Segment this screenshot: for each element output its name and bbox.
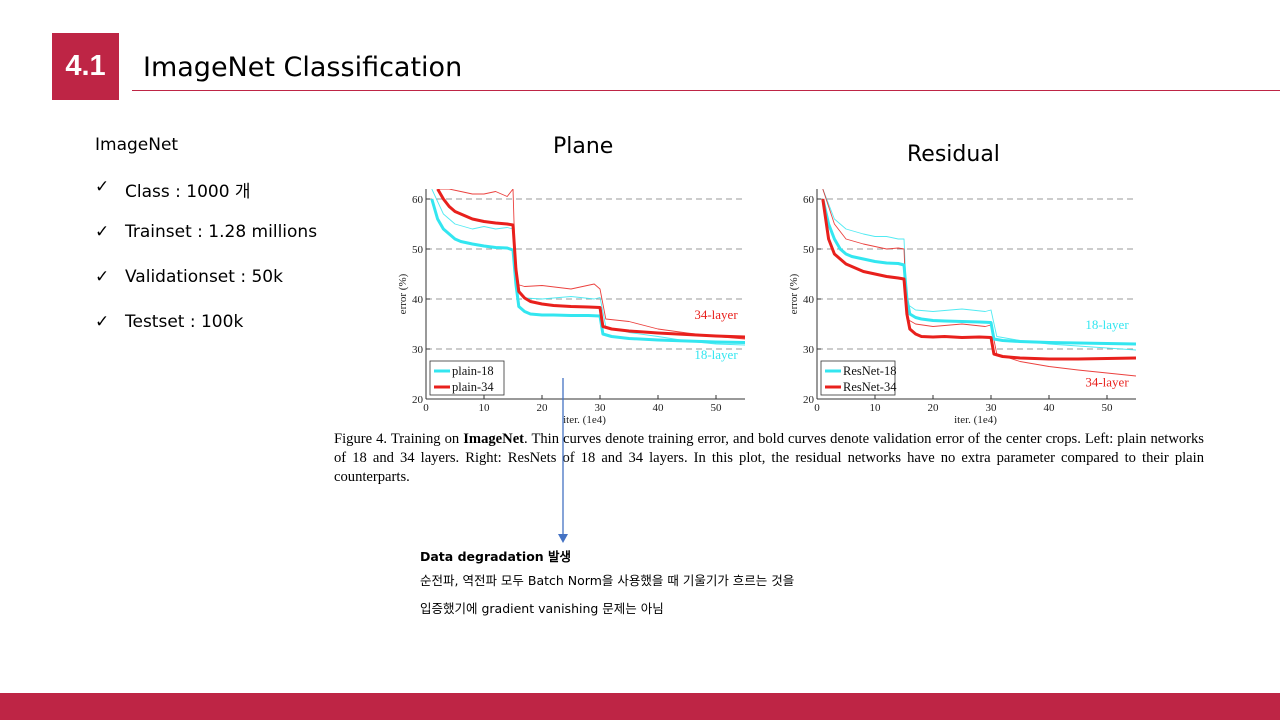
legend-label: ResNet-18: [843, 364, 896, 378]
degradation-note-line1: 순전파, 역전파 모두 Batch Norm을 사용했을 때 기울기가 흐르는 …: [420, 573, 795, 588]
x-tick-label: 20: [537, 402, 549, 414]
caption-prefix: Figure 4. Training on: [334, 431, 464, 447]
plain-plot-title: Plane: [553, 134, 614, 159]
legend-label: plain-18: [452, 364, 494, 378]
resnet-34-train-line: [822, 189, 1136, 377]
x-tick-label: 30: [986, 402, 998, 414]
y-axis-label: error (%): [788, 273, 800, 314]
legend-box: [429, 360, 505, 396]
section-number-badge: 4.1: [52, 33, 119, 100]
bullet-item: ✓ Trainset : 1.28 millions: [95, 222, 317, 267]
curve-annotation: 34-layer: [694, 307, 738, 322]
y-tick-label: 40: [412, 294, 424, 306]
checkmark-icon: ✓: [95, 312, 110, 332]
x-tick-label: 50: [711, 402, 723, 414]
figure-caption: Figure 4. Training on ImageNet. Thin cur…: [334, 430, 1204, 487]
y-tick-label: 50: [412, 244, 424, 256]
x-tick-label: 0: [423, 402, 429, 414]
legend-label: plain-34: [452, 380, 494, 394]
title-underline: [132, 90, 1280, 91]
legend-label: ResNet-34: [843, 380, 897, 394]
y-tick-label: 60: [803, 194, 815, 206]
plain-34-train-line: [437, 189, 745, 340]
y-tick-label: 20: [803, 394, 815, 406]
checkmark-icon: ✓: [95, 177, 110, 197]
bullet-text: Trainset : 1.28 millions: [125, 222, 318, 242]
checkmark-icon: ✓: [95, 222, 110, 242]
y-tick-label: 50: [803, 244, 815, 256]
caption-rest: . Thin curves denote training error, and…: [334, 431, 1204, 485]
degradation-note-line2: 입증했기에 gradient vanishing 문제는 아님: [420, 601, 664, 616]
x-tick-label: 0: [814, 402, 820, 414]
resnet-18-line: [821, 198, 1136, 346]
dataset-heading: ImageNet: [95, 135, 179, 155]
x-tick-label: 40: [1044, 402, 1056, 414]
degradation-note-heading: Data degradation 발생: [420, 549, 572, 564]
resnet-18-train-line: [822, 189, 1136, 351]
curve-annotation: 34-layer: [1085, 375, 1129, 390]
bullet-item: ✓ Testset : 100k: [95, 312, 317, 357]
x-tick-label: 40: [653, 402, 665, 414]
bullet-item: ✓ Validationset : 50k: [95, 267, 317, 312]
residual-plot-title: Residual: [907, 142, 1000, 167]
curve-annotation: 18-layer: [1085, 317, 1129, 332]
x-tick-label: 50: [1102, 402, 1114, 414]
curve-annotation: 18-layer: [694, 347, 738, 362]
x-tick-label: 30: [595, 402, 607, 414]
x-axis-label: iter. (1e4): [954, 414, 997, 426]
plain-18-line: [430, 198, 745, 344]
x-tick-label: 10: [870, 402, 882, 414]
y-tick-label: 20: [412, 394, 424, 406]
resnet-34-line: [821, 198, 1136, 361]
bullet-text: Validationset : 50k: [125, 267, 283, 287]
caption-bold: ImageNet: [463, 431, 525, 447]
bullet-item: ✓ Class : 1000 개: [95, 177, 317, 222]
y-tick-label: 40: [803, 294, 815, 306]
legend-box: [820, 360, 896, 396]
x-tick-label: 10: [479, 402, 491, 414]
footer-bar: [0, 693, 1280, 720]
x-tick-label: 20: [928, 402, 940, 414]
y-axis-label: error (%): [397, 273, 409, 314]
y-tick-label: 30: [412, 344, 424, 356]
dataset-info-list: ImageNet ✓ Class : 1000 개 ✓ Trainset : 1…: [95, 135, 317, 357]
checkmark-icon: ✓: [95, 267, 110, 287]
x-axis-label: iter. (1e4): [563, 414, 606, 426]
plain-18-train-line: [431, 189, 745, 346]
bullet-text: Class : 1000 개: [125, 182, 251, 202]
y-tick-label: 60: [412, 194, 424, 206]
slide-title: ImageNet Classification: [143, 52, 463, 83]
bullet-text: Testset : 100k: [125, 312, 244, 332]
y-tick-label: 30: [803, 344, 815, 356]
plain-34-line: [436, 189, 745, 339]
